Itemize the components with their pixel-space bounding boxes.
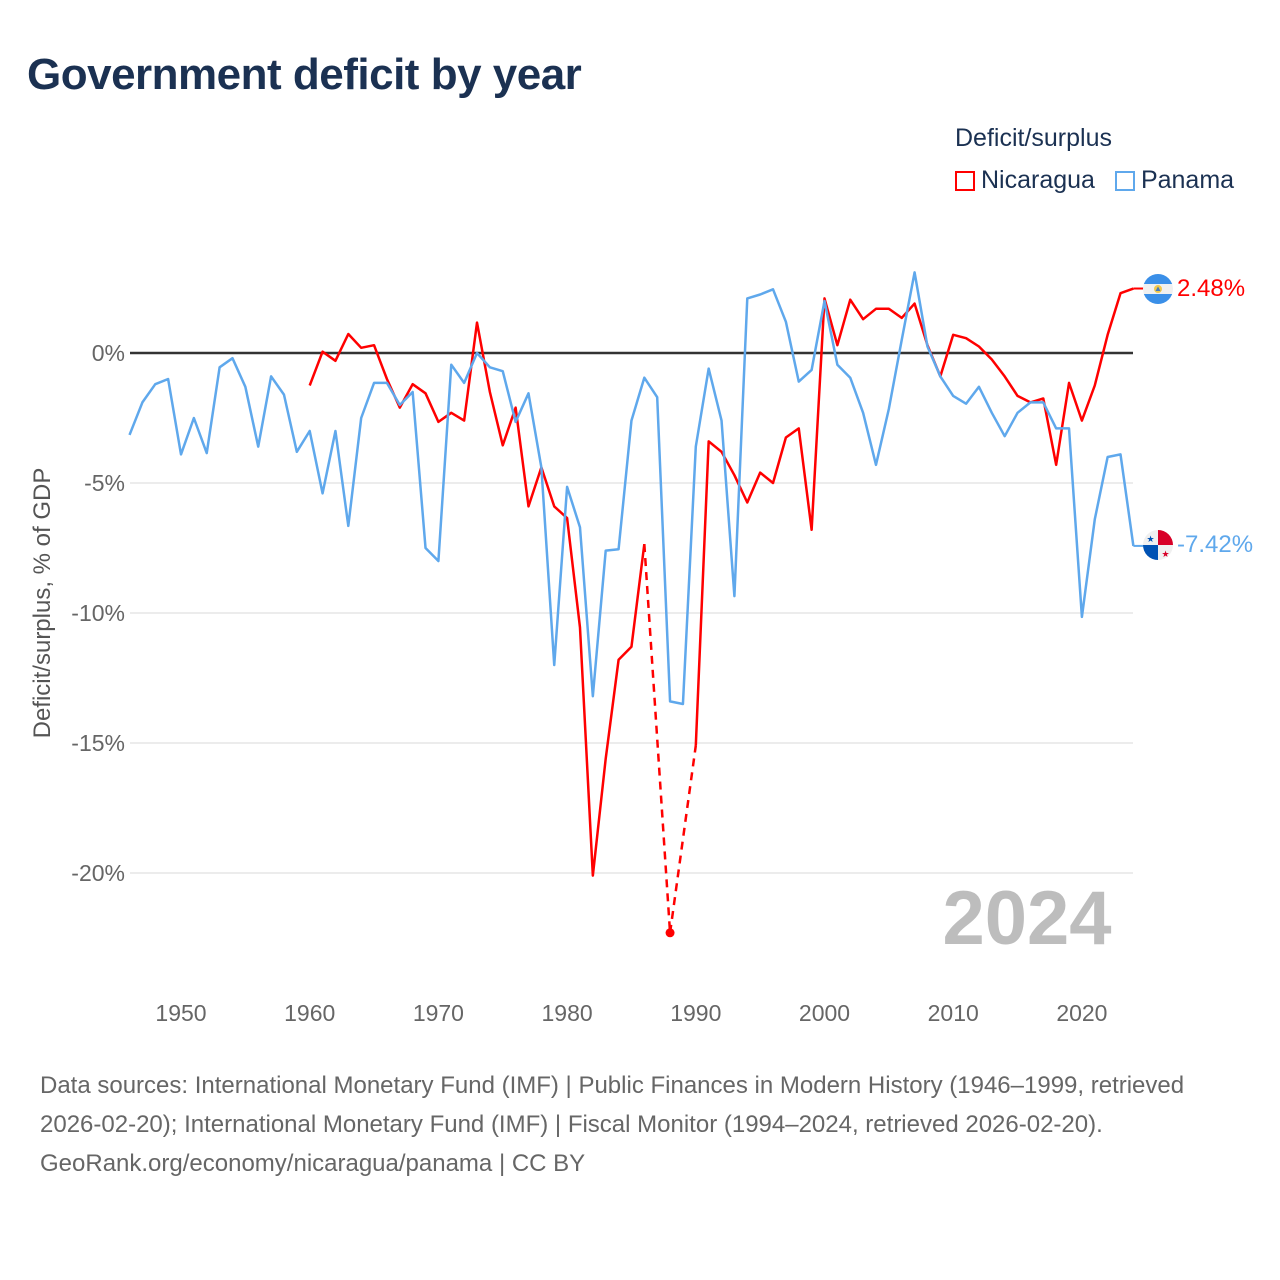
page-title: Government deficit by year	[27, 50, 582, 99]
x-tick-label: 2000	[799, 1000, 850, 1026]
end-label-panama: -7.42%	[1177, 531, 1253, 558]
footer: Data sources: International Monetary Fun…	[40, 1066, 1240, 1183]
gap-bridge	[643, 544, 672, 933]
x-tick-label: 2010	[928, 1000, 979, 1026]
year-watermark: 2024	[942, 876, 1111, 961]
y-tick-label: -5%	[84, 470, 125, 496]
credit-link[interactable]: GeoRank.org/economy/nicaragua/panama | C…	[40, 1150, 586, 1177]
nicaragua-flag-icon	[1143, 274, 1173, 304]
x-tick-label: 1950	[155, 1000, 206, 1026]
panama-flag-icon: ★ ★	[1143, 530, 1173, 560]
legend-swatch-nicaragua	[955, 170, 975, 191]
series-line	[128, 271, 1135, 706]
svg-text:★: ★	[1146, 534, 1154, 544]
svg-text:★: ★	[1161, 549, 1169, 559]
data-point	[665, 928, 675, 938]
series-panama	[128, 271, 1146, 706]
x-tick-label: 1980	[542, 1000, 593, 1026]
legend-title: Deficit/surplus	[955, 124, 1112, 152]
x-tick-label: 1990	[670, 1000, 721, 1026]
y-tick-label: -20%	[71, 860, 125, 886]
x-tick-label: 2020	[1056, 1000, 1107, 1026]
y-tick-label: 0%	[92, 340, 125, 366]
x-tick-label: 1960	[284, 1000, 335, 1026]
end-label-nicaragua: 2.48%	[1177, 275, 1245, 302]
legend-item-nicaragua[interactable]: Nicaragua	[955, 166, 1095, 195]
legend: Nicaragua Panama	[955, 166, 1234, 195]
legend-item-panama[interactable]: Panama	[1114, 166, 1235, 195]
data-sources: Data sources: International Monetary Fun…	[40, 1072, 1185, 1138]
series-nicaragua	[308, 287, 1146, 938]
y-tick-label: -10%	[71, 600, 125, 626]
y-axis-label: Deficit/surplus, % of GDP	[29, 468, 56, 739]
gap-bridge	[668, 745, 698, 933]
legend-label: Panama	[1140, 166, 1235, 194]
y-tick-label: -15%	[71, 730, 125, 756]
legend-label: Nicaragua	[981, 166, 1095, 194]
series-line	[694, 287, 1134, 746]
series-line	[308, 321, 646, 877]
legend-swatch-panama	[1114, 170, 1135, 191]
x-tick-label: 1970	[413, 1000, 464, 1026]
